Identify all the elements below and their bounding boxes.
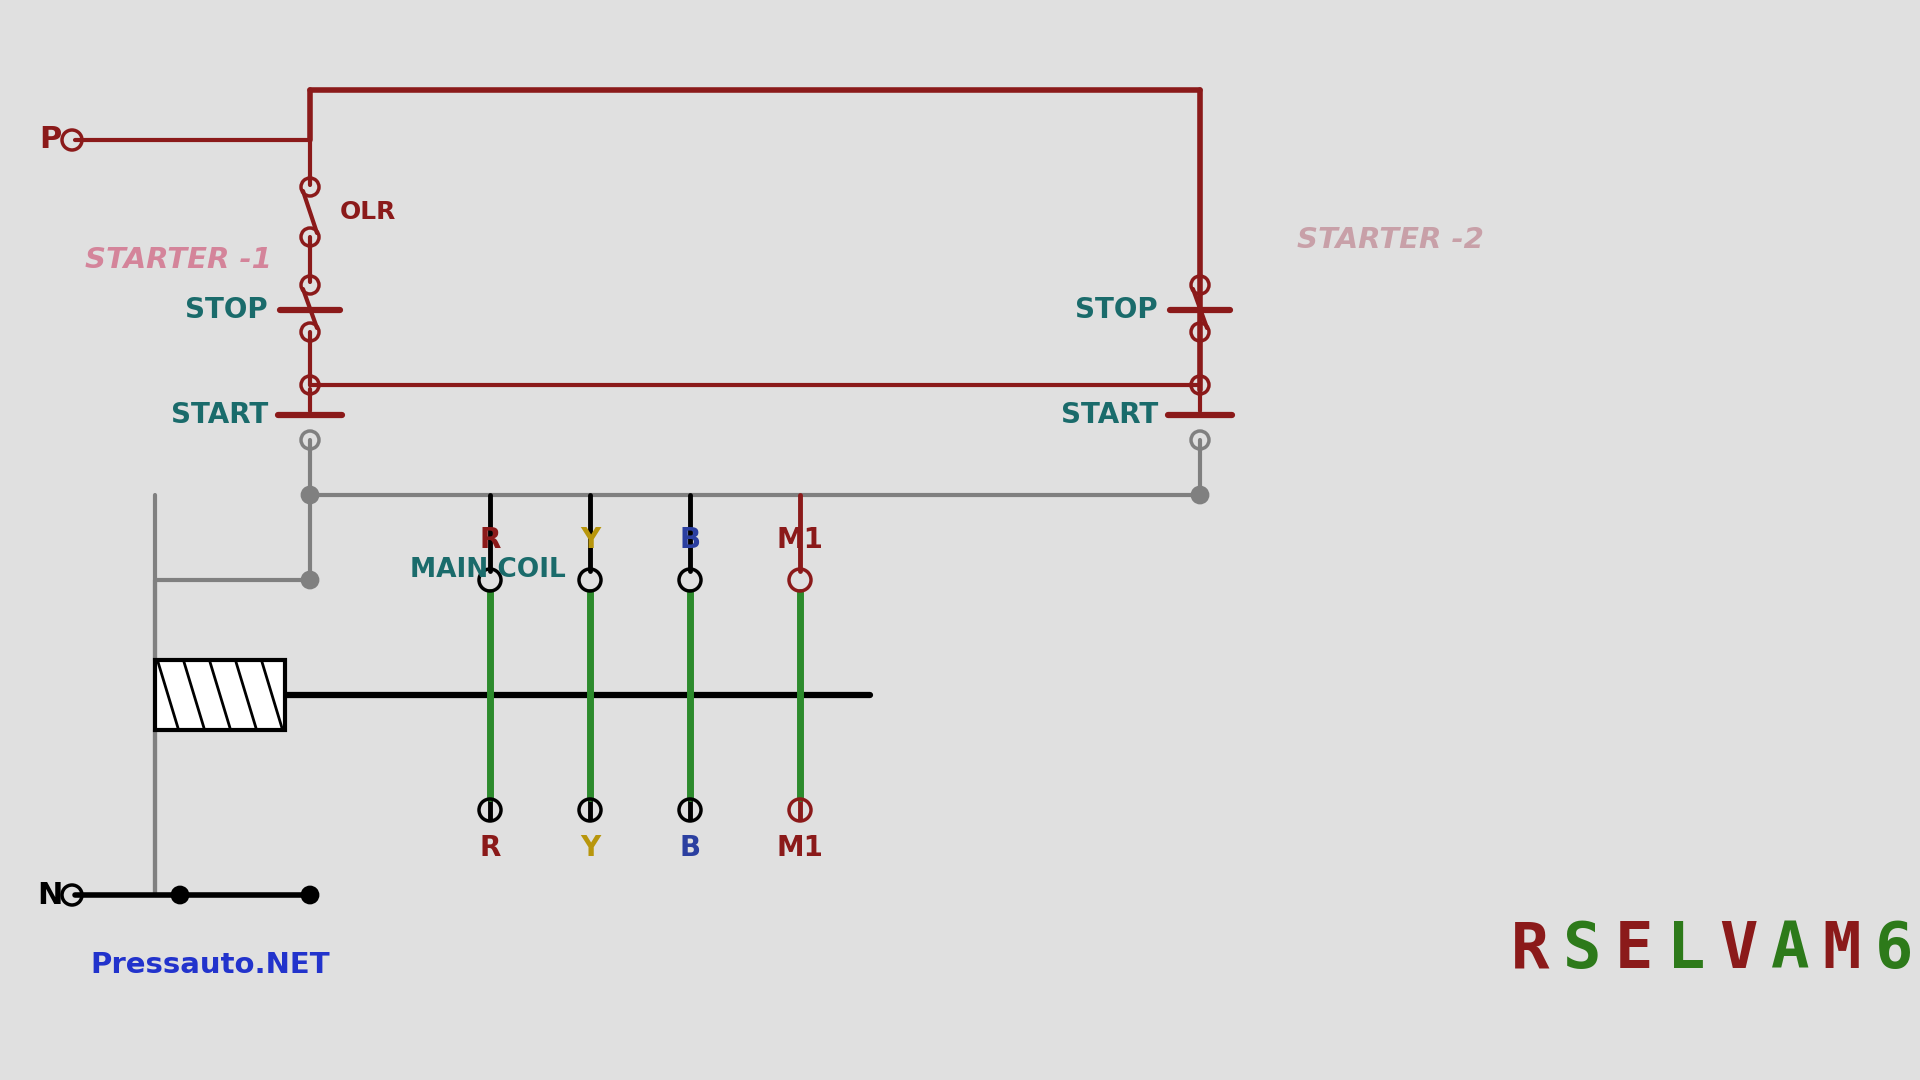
- Text: START: START: [1060, 401, 1158, 429]
- Text: B: B: [680, 834, 701, 862]
- Text: N: N: [36, 880, 63, 909]
- Text: P: P: [38, 125, 61, 154]
- Text: START: START: [171, 401, 269, 429]
- Text: Pressauto.NET: Pressauto.NET: [90, 951, 330, 978]
- Text: S: S: [1563, 919, 1601, 981]
- Text: STOP: STOP: [1075, 296, 1158, 324]
- Text: A: A: [1770, 919, 1809, 981]
- Text: STOP: STOP: [186, 296, 269, 324]
- Circle shape: [301, 572, 319, 588]
- Text: M1: M1: [776, 834, 824, 862]
- Text: Y: Y: [580, 526, 601, 554]
- Text: L: L: [1667, 919, 1705, 981]
- Text: MAIN COIL: MAIN COIL: [411, 557, 566, 583]
- Text: R: R: [480, 834, 501, 862]
- Text: V: V: [1718, 919, 1757, 981]
- Circle shape: [173, 887, 188, 903]
- Text: STARTER -1: STARTER -1: [84, 246, 271, 274]
- Text: E: E: [1615, 919, 1653, 981]
- Text: Y: Y: [580, 834, 601, 862]
- Bar: [156, 660, 284, 730]
- Text: R: R: [1511, 919, 1549, 981]
- Circle shape: [301, 887, 319, 903]
- Text: STARTER -2: STARTER -2: [1296, 226, 1484, 254]
- Text: M: M: [1822, 919, 1860, 981]
- Text: R: R: [480, 526, 501, 554]
- Text: M1: M1: [776, 526, 824, 554]
- Circle shape: [301, 487, 319, 503]
- Text: B: B: [680, 526, 701, 554]
- Circle shape: [1192, 487, 1208, 503]
- Text: OLR: OLR: [340, 200, 396, 224]
- Text: 6: 6: [1874, 919, 1912, 981]
